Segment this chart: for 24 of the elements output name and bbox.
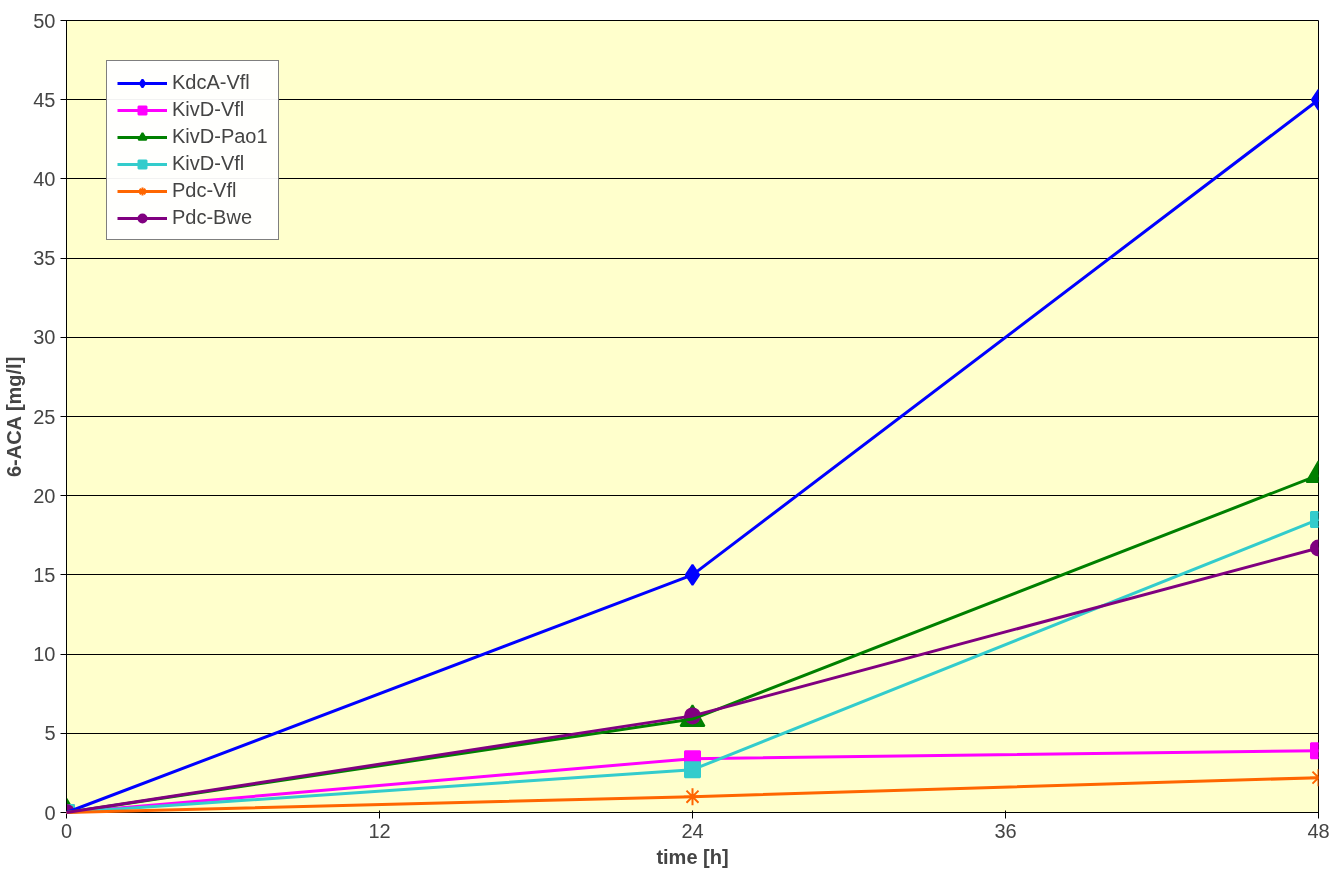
x-tick-label: 24 — [681, 819, 704, 842]
y-tick-label: 15 — [33, 563, 56, 586]
x-tick-label: 12 — [368, 819, 391, 842]
legend-label: Pdc-Bwe — [172, 206, 253, 229]
y-tick-label: 10 — [33, 643, 56, 666]
legend-label: KdcA-Vfl — [172, 71, 250, 94]
legend-label: KivD-Vfl — [172, 152, 245, 175]
legend-label: KivD-Pao1 — [172, 125, 268, 148]
y-tick-label: 25 — [33, 405, 56, 428]
y-tick-label: 0 — [44, 801, 56, 824]
y-tick-label: 30 — [33, 326, 56, 349]
y-axis-title: 6-ACA [mg/l] — [3, 356, 26, 478]
x-axis-title: time [h] — [656, 845, 729, 868]
legend-label: Pdc-Vfl — [172, 179, 237, 202]
x-tick-label: 0 — [60, 819, 73, 842]
y-tick-label: 50 — [33, 9, 56, 32]
y-tick-label: 40 — [33, 167, 56, 190]
x-tick-label: 36 — [994, 819, 1017, 842]
x-tick-label: 48 — [1307, 819, 1330, 842]
legend-label: KivD-Vfl — [172, 98, 245, 121]
y-tick-label: 5 — [44, 722, 56, 745]
y-tick-label: 45 — [33, 88, 56, 111]
y-tick-label: 20 — [33, 484, 56, 507]
y-tick-label: 35 — [33, 247, 56, 270]
